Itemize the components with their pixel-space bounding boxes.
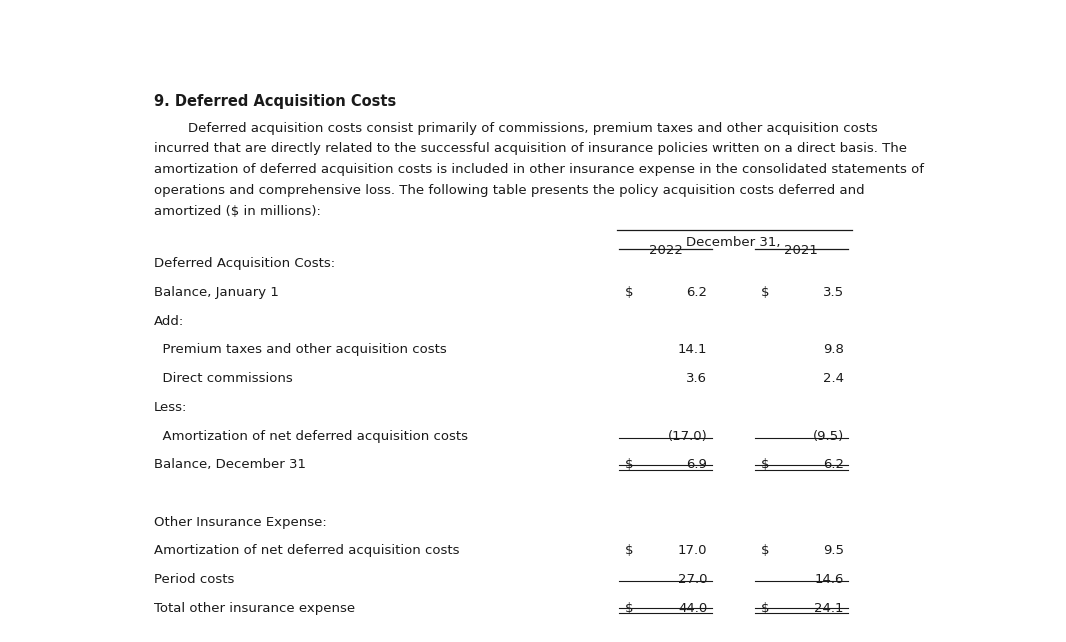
Text: Less:: Less: [154,401,188,414]
Text: (9.5): (9.5) [812,429,843,442]
Text: 3.6: 3.6 [687,372,708,385]
Text: 9. Deferred Acquisition Costs: 9. Deferred Acquisition Costs [154,94,397,109]
Text: 9.8: 9.8 [823,343,843,356]
Text: Amortization of net deferred acquisition costs: Amortization of net deferred acquisition… [154,429,468,442]
Text: 6.9: 6.9 [687,458,708,471]
Text: 2.4: 2.4 [823,372,843,385]
Text: $: $ [625,458,633,471]
Text: amortization of deferred acquisition costs is included in other insurance expens: amortization of deferred acquisition cos… [154,163,924,176]
Text: 14.6: 14.6 [814,573,843,586]
Text: $: $ [761,458,770,471]
Text: 2022: 2022 [649,243,683,257]
Text: $: $ [761,602,770,614]
Text: $: $ [761,544,770,557]
Text: Other Insurance Expense:: Other Insurance Expense: [154,516,326,528]
Text: $: $ [625,602,633,614]
Text: Balance, January 1: Balance, January 1 [154,286,279,299]
Text: Amortization of net deferred acquisition costs: Amortization of net deferred acquisition… [154,544,459,557]
Text: Direct commissions: Direct commissions [154,372,293,385]
Text: Add:: Add: [154,315,184,328]
Text: amortized ($ in millions):: amortized ($ in millions): [154,205,321,218]
Text: 17.0: 17.0 [678,544,708,557]
Text: Total other insurance expense: Total other insurance expense [154,602,355,614]
Text: 6.2: 6.2 [823,458,843,471]
Text: Deferred acquisition costs consist primarily of commissions, premium taxes and o: Deferred acquisition costs consist prima… [154,121,877,135]
Text: Period costs: Period costs [154,573,235,586]
Text: 44.0: 44.0 [678,602,708,614]
Text: $: $ [761,286,770,299]
Text: 27.0: 27.0 [678,573,708,586]
Text: Premium taxes and other acquisition costs: Premium taxes and other acquisition cost… [154,343,447,356]
Text: December 31,: December 31, [685,236,780,249]
Text: 9.5: 9.5 [823,544,843,557]
Text: 14.1: 14.1 [678,343,708,356]
Text: incurred that are directly related to the successful acquisition of insurance po: incurred that are directly related to th… [154,143,907,155]
Text: Balance, December 31: Balance, December 31 [154,458,306,471]
Text: $: $ [625,286,633,299]
Text: 24.1: 24.1 [814,602,843,614]
Text: Deferred Acquisition Costs:: Deferred Acquisition Costs: [154,257,335,270]
Text: 2021: 2021 [784,243,818,257]
Text: (17.0): (17.0) [667,429,708,442]
Text: operations and comprehensive loss. The following table presents the policy acqui: operations and comprehensive loss. The f… [154,184,865,197]
Text: $: $ [625,544,633,557]
Text: 6.2: 6.2 [687,286,708,299]
Text: 3.5: 3.5 [823,286,843,299]
